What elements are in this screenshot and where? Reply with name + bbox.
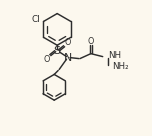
Text: NH: NH [108,51,121,60]
Text: N: N [64,53,72,63]
Text: NH₂: NH₂ [113,62,129,71]
Text: O: O [64,38,71,47]
Text: S: S [54,46,61,56]
Text: Cl: Cl [32,16,41,24]
Text: O: O [88,37,94,46]
Text: O: O [44,55,50,64]
